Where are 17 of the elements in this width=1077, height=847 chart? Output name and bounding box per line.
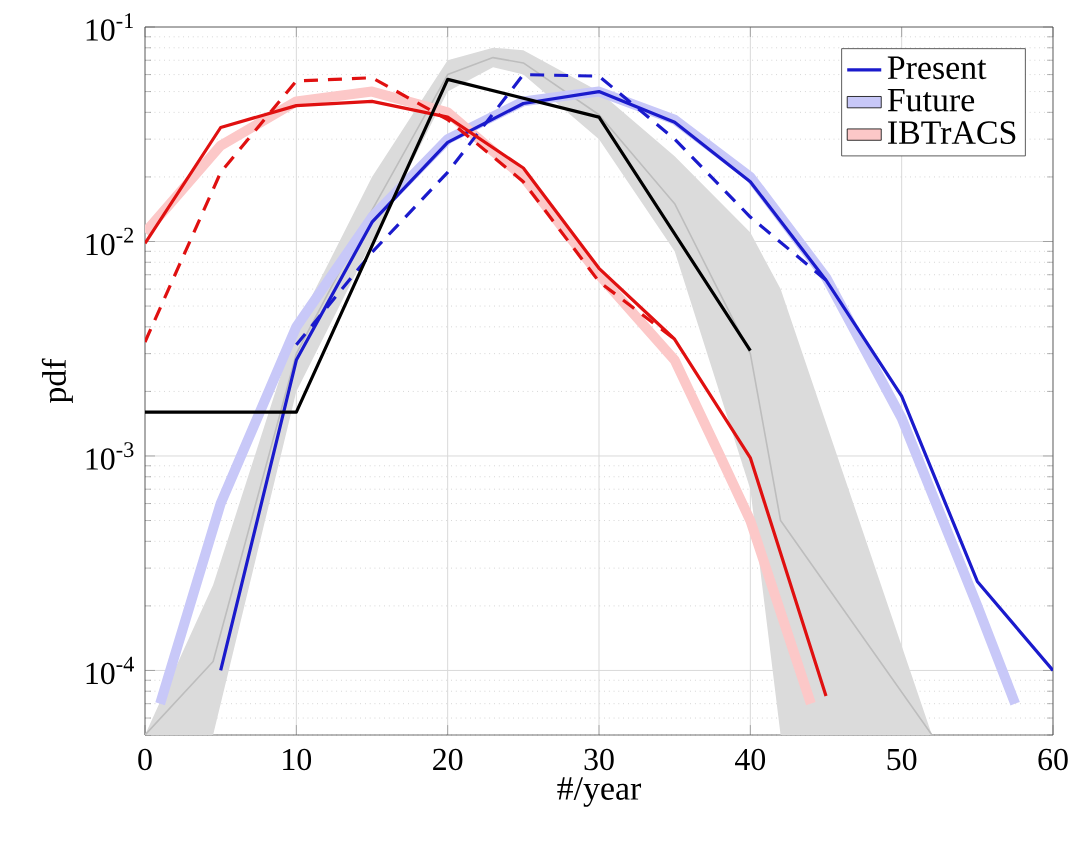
- x-tick-label: 10: [283, 748, 312, 771]
- legend-label: Present: [887, 56, 987, 80]
- y-axis-title: pdf: [41, 358, 73, 404]
- legend-label: Future: [887, 88, 975, 112]
- x-tick-label: 30: [584, 748, 614, 771]
- y-tick-label: 10$^{-1}$: [86, 13, 133, 41]
- y-tick-label: 10$^{-3}$: [86, 442, 134, 470]
- x-axis-title: #/year: [557, 777, 642, 807]
- y-tick-label: 10$^{-2}$: [86, 227, 134, 256]
- x-tick-label: 50: [887, 748, 917, 771]
- x-tick-label: 0: [138, 748, 152, 771]
- x-tick-label: 20: [433, 748, 463, 771]
- legend-label: IBTrACS: [888, 121, 1016, 145]
- x-tick-label: 60: [1038, 748, 1068, 771]
- y-tick-label: 10$^{-4}$: [86, 656, 134, 685]
- line-series: [145, 77, 752, 414]
- x-tick-label: 40: [735, 748, 766, 771]
